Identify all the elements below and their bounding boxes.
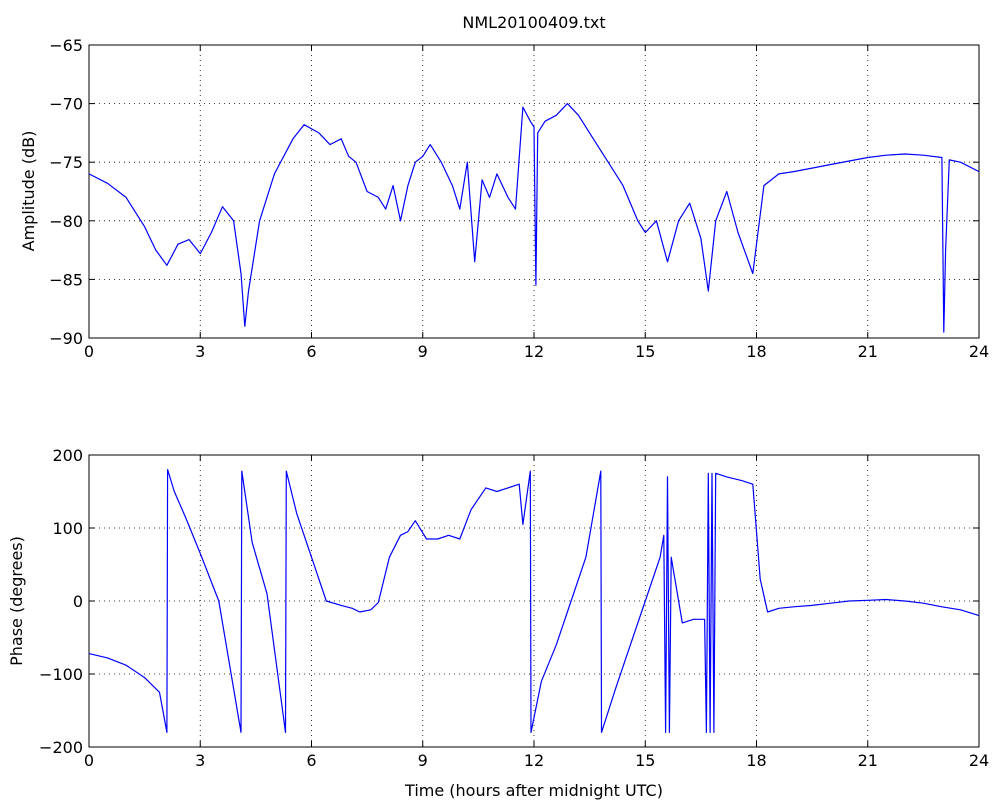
- phase-x-tick-label: 3: [195, 751, 205, 770]
- phase-plot: 0 3 6 9 12 15 18 21 24 −200 −100 0 100 200 Time (hou…: [7, 446, 989, 800]
- amplitude-x-tick-labels: 0 3 6 9 12 15 18 21 24: [84, 342, 989, 361]
- amplitude-x-tick-label: 15: [635, 342, 655, 361]
- phase-y-tick-label: −100: [39, 665, 83, 684]
- amplitude-series-line: [88, 102, 980, 333]
- phase-x-tick-label: 15: [635, 751, 655, 770]
- amplitude-x-tick-label: 12: [524, 342, 544, 361]
- amplitude-x-tick-label: 24: [969, 342, 989, 361]
- phase-x-tick-label: 21: [858, 751, 878, 770]
- phase-x-tick-label: 9: [418, 751, 428, 770]
- amplitude-x-tick-label: 6: [306, 342, 316, 361]
- phase-x-axis-label: Time (hours after midnight UTC): [404, 781, 663, 800]
- phase-x-tick-label: 0: [84, 751, 94, 770]
- phase-x-tick-label: 24: [969, 751, 989, 770]
- amplitude-y-axis-label: Amplitude (dB): [19, 131, 38, 252]
- phase-y-tick-label: 200: [52, 446, 83, 465]
- amplitude-x-tick-label: 3: [195, 342, 205, 361]
- phase-x-tick-label: 6: [306, 751, 316, 770]
- phase-y-axis-label: Phase (degrees): [7, 536, 26, 666]
- amplitude-title: NML20100409.txt: [462, 13, 605, 32]
- amplitude-y-tick-label: −75: [49, 153, 83, 172]
- amplitude-plot: 0 3 6 9 12 15 18 21 24 −90 −85 −80 −75 −70 −65 NML201…: [19, 13, 989, 361]
- amplitude-axes-frame: [88, 44, 980, 339]
- phase-y-tick-label: −200: [39, 738, 83, 757]
- amplitude-x-tick-label: 21: [858, 342, 878, 361]
- amplitude-x-tick-label: 18: [746, 342, 766, 361]
- amplitude-y-tick-labels: −90 −85 −80 −75 −70 −65: [49, 36, 83, 348]
- phase-x-tick-label: 12: [524, 751, 544, 770]
- phase-y-tick-label: 0: [73, 592, 83, 611]
- amplitude-y-tick-label: −85: [49, 270, 83, 289]
- phase-x-tick-label: 18: [746, 751, 766, 770]
- amplitude-y-tick-label: −80: [49, 212, 83, 231]
- phase-series-line: [88, 469, 980, 734]
- amplitude-ticks: [88, 44, 980, 339]
- amplitude-y-tick-label: −70: [49, 95, 83, 114]
- amplitude-y-tick-label: −65: [49, 36, 83, 55]
- phase-y-tick-labels: −200 −100 0 100 200: [39, 446, 83, 757]
- phase-ticks: [88, 454, 980, 748]
- phase-y-tick-label: 100: [52, 519, 83, 538]
- phase-x-tick-labels: 0 3 6 9 12 15 18 21 24: [84, 751, 989, 770]
- amplitude-x-tick-label: 9: [418, 342, 428, 361]
- amplitude-x-tick-label: 0: [84, 342, 94, 361]
- amplitude-y-tick-label: −90: [49, 329, 83, 348]
